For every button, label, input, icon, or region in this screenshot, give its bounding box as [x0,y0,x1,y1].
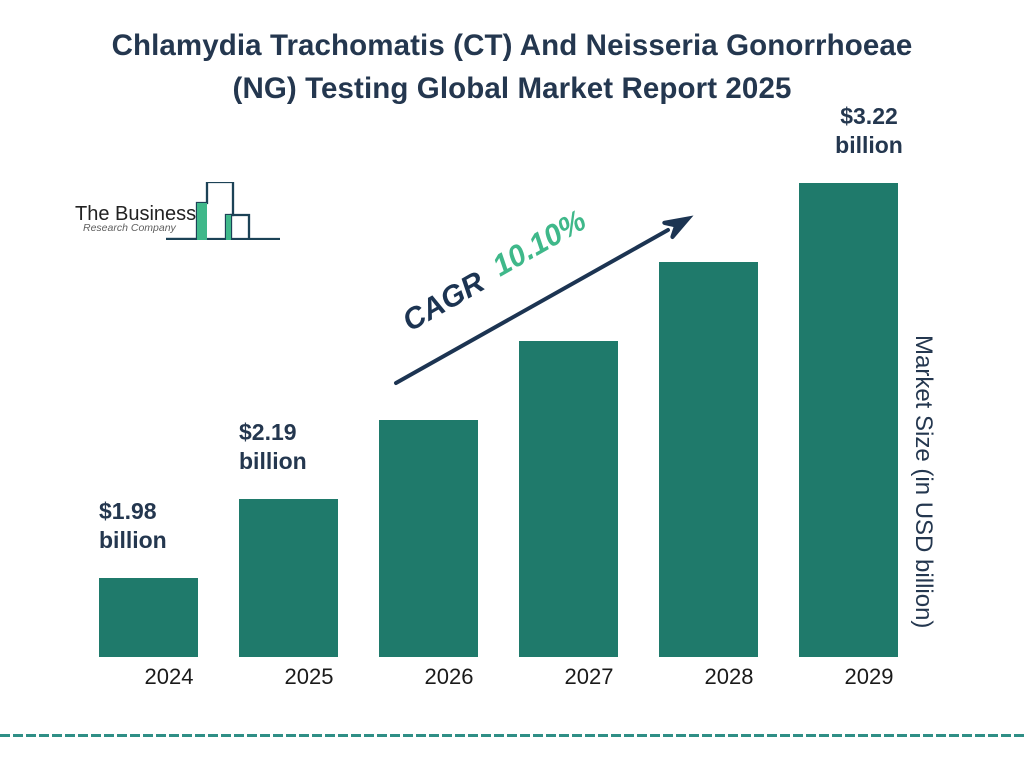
svg-text:10.10%: 10.10% [487,204,592,283]
svg-text:Research Company: Research Company [83,222,177,234]
svg-text:CAGR: CAGR [397,265,490,338]
